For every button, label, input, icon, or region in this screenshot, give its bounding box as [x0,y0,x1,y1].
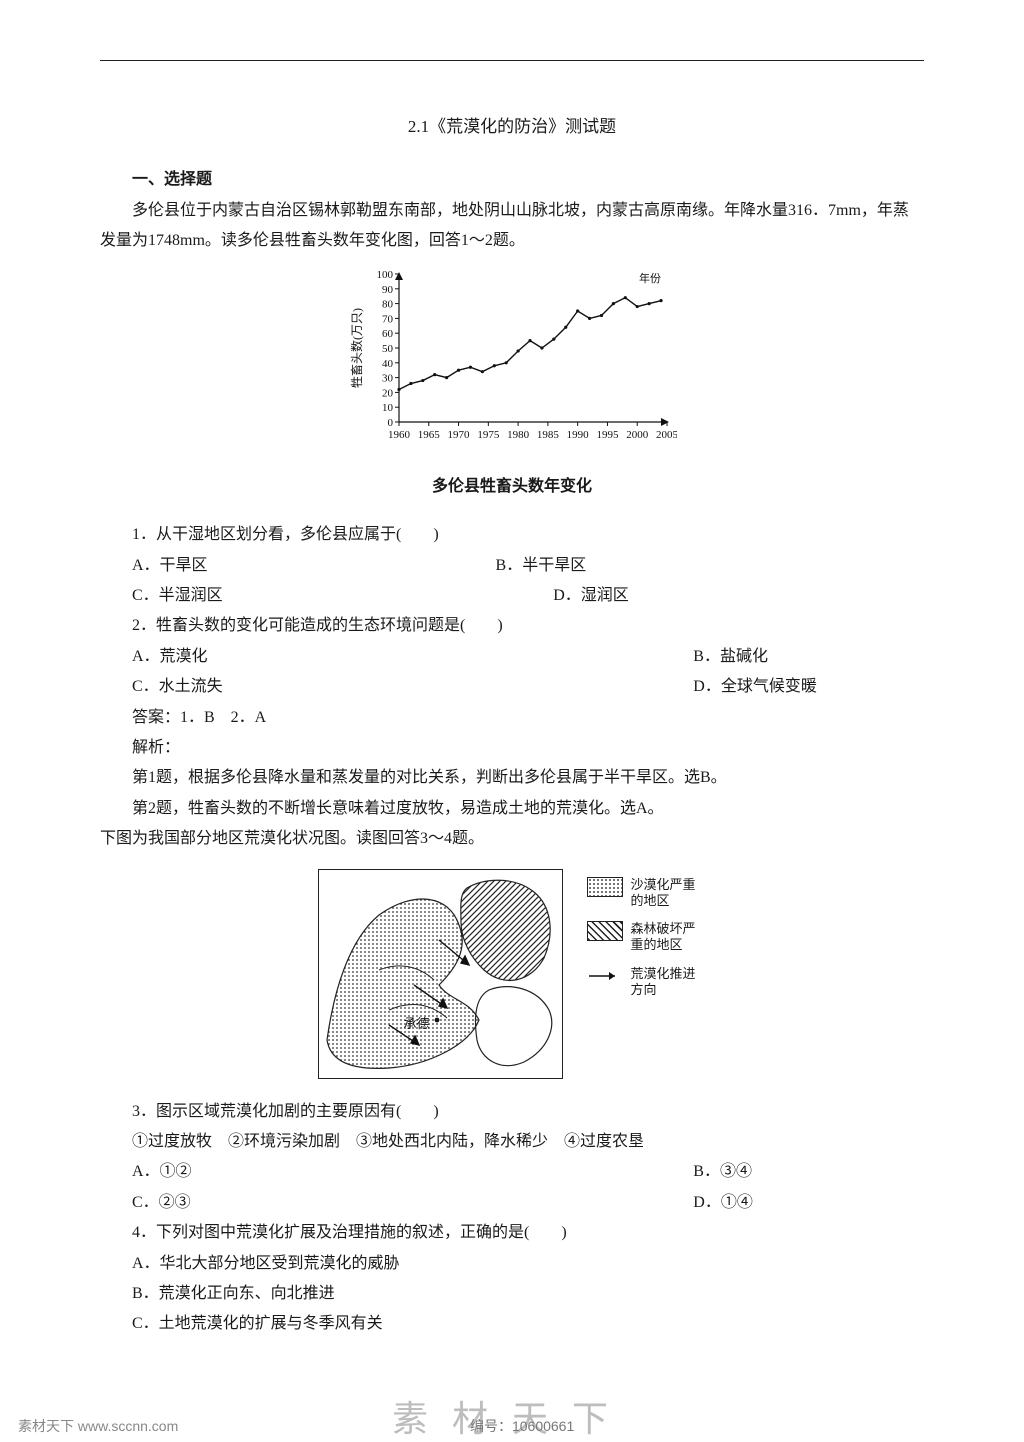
q2-row-ab: A．荒漠化 B．盐碱化 [100,642,924,672]
svg-text:牲畜头数(万只): 牲畜头数(万只) [349,308,364,388]
q4-opt-b: B．荒漠化正向东、向北推进 [100,1279,924,1309]
line-chart: 0 10 20 30 40 50 60 70 80 90 100 1960 1965 1970 1975 19… [100,266,924,457]
svg-text:50: 50 [382,343,394,355]
svg-text:70: 70 [382,314,394,326]
svg-text:20: 20 [382,388,394,400]
legend-arrow-icon [587,966,623,995]
q3-opt-a: A．①② [100,1157,693,1187]
q1-opt-a: A．干旱区 [100,551,496,581]
svg-text:90: 90 [382,284,394,296]
intro-paragraph: 多伦县位于内蒙古自治区锡林郭勒盟东南部，地处阴山山脉北坡，内蒙古高原南缘。年降水… [100,196,924,257]
chart-caption: 多伦县牲畜头数年变化 [100,472,924,502]
legend-text-3: 荒漠化推进方向 [631,966,707,999]
q1-opt-c: C．半湿润区 [100,581,553,611]
q2-opt-c: C．水土流失 [100,672,693,702]
map-svg [319,870,563,1079]
q3-opt-c: C．②③ [100,1188,693,1218]
legend-text-2: 森林破坏严重的地区 [631,921,707,954]
svg-text:10: 10 [382,403,394,415]
q3-choices-row: ①过度放牧 ②环境污染加剧 ③地处西北内陆，降水稀少 ④过度农垦 [100,1127,924,1157]
answers-line: 答案：1．B 2．A [100,703,924,733]
footer-left: 素材天下 www.sccnn.com [18,1416,178,1436]
legend-text-1: 沙漠化严重的地区 [631,877,707,910]
svg-text:0: 0 [388,417,394,429]
q4-stem: 4．下列对图中荒漠化扩展及治理措施的叙述，正确的是( ) [100,1218,924,1248]
legend-swatch-hatch [587,921,623,941]
map-label-chengde: 承德 [404,1012,430,1037]
analysis-2: 第2题，牲畜头数的不断增长意味着过度放牧，易造成土地的荒漠化。选A。 [100,794,924,824]
line-chart-svg: 0 10 20 30 40 50 60 70 80 90 100 1960 1965 1970 1975 19… [347,266,677,446]
q2-opt-d: D．全球气候变暖 [693,672,924,702]
page-root: 2.1《荒漠化的防治》测试题 一、选择题 多伦县位于内蒙古自治区锡林郭勒盟东南部… [0,0,1024,1380]
legend-row-2: 森林破坏严重的地区 [587,921,707,954]
svg-text:1970: 1970 [448,429,471,441]
q1-row-cd: C．半湿润区 D．湿润区 [100,581,924,611]
legend-row-1: 沙漠化严重的地区 [587,877,707,910]
legend-swatch-dots [587,877,623,897]
svg-text:2000: 2000 [626,429,649,441]
q3-row-cd: C．②③ D．①④ [100,1188,924,1218]
map-box: 承德 [318,869,563,1079]
q1-opt-d: D．湿润区 [553,581,924,611]
svg-text:1990: 1990 [567,429,590,441]
footer-mid: 编号：10600661 [470,1416,574,1436]
q3-row-ab: A．①② B．③④ [100,1157,924,1187]
footer-bar: 素材天下 www.sccnn.com 编号：10600661 [0,1416,1024,1436]
svg-text:100: 100 [377,269,394,281]
svg-text:1980: 1980 [507,429,529,441]
svg-text:30: 30 [382,373,394,385]
svg-text:2005: 2005 [656,429,677,441]
q1-opt-b: B．半干旱区 [496,551,924,581]
q4-opt-a: A．华北大部分地区受到荒漠化的威胁 [100,1249,924,1279]
q3-opt-b: B．③④ [693,1157,924,1187]
q4-opt-c: C．土地荒漠化的扩展与冬季风有关 [100,1309,924,1339]
q2-stem: 2．牲畜头数的变化可能造成的生态环境问题是( ) [100,611,924,641]
section-heading: 一、选择题 [100,165,924,195]
svg-text:1960: 1960 [388,429,411,441]
q3-opt-d: D．①④ [693,1188,924,1218]
svg-text:80: 80 [382,299,394,311]
svg-text:60: 60 [382,329,394,341]
svg-text:1975: 1975 [477,429,500,441]
legend-row-3: 荒漠化推进方向 [587,966,707,999]
svg-text:1985: 1985 [537,429,560,441]
q1-row-ab: A．干旱区 B．半干旱区 [100,551,924,581]
q1-stem: 1．从干湿地区划分看，多伦县应属于( ) [100,520,924,550]
map-block: 承德 沙漠化严重的地区 森林破坏严重的地区 荒漠化推进方向 [100,869,924,1079]
q2-opt-a: A．荒漠化 [100,642,693,672]
svg-text:1965: 1965 [418,429,441,441]
analysis-1: 第1题，根据多伦县降水量和蒸发量的对比关系，判断出多伦县属于半干旱区。选B。 [100,763,924,793]
top-rule [100,60,924,61]
map-legend: 沙漠化严重的地区 森林破坏严重的地区 荒漠化推进方向 [587,869,707,1079]
q3-stem: 3．图示区域荒漠化加剧的主要原因有( ) [100,1097,924,1127]
svg-text:40: 40 [382,358,394,370]
svg-text:1995: 1995 [596,429,619,441]
map-intro: 下图为我国部分地区荒漠化状况图。读图回答3～4题。 [100,824,924,854]
q2-row-cd: C．水土流失 D．全球气候变暖 [100,672,924,702]
analysis-label: 解析： [100,733,924,763]
doc-title: 2.1《荒漠化的防治》测试题 [100,111,924,143]
svg-text:年份: 年份 [639,271,661,285]
q2-opt-b: B．盐碱化 [693,642,924,672]
